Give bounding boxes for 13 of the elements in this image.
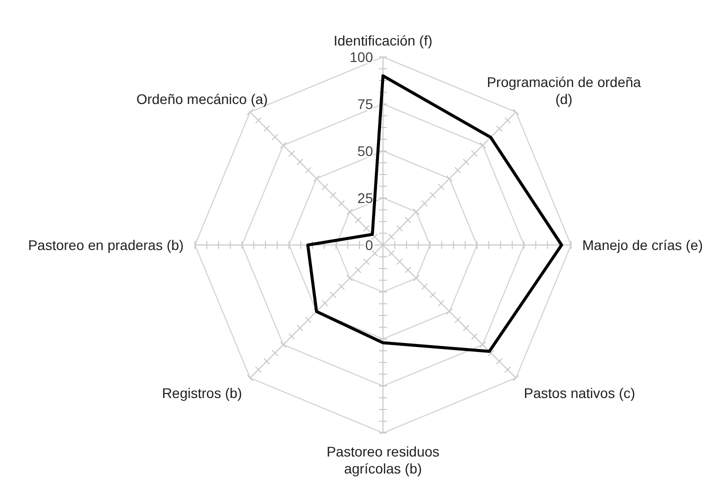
- spoke-label: Pastos nativos (c): [524, 384, 636, 401]
- spoke-label: Pastoreo en praderas (b): [28, 237, 184, 253]
- y-tick-label: 100: [350, 49, 374, 65]
- spoke-label: Manejo de crías (e): [582, 237, 703, 253]
- spoke-label: Identificación (f): [334, 32, 432, 49]
- y-tick-label: 0: [365, 237, 374, 253]
- y-tick-label: 50: [357, 143, 374, 159]
- spoke-label: Ordeño mecánico (a): [136, 91, 268, 108]
- spoke-label: Registros (b): [162, 384, 242, 401]
- spoke-label: Programación de ordeña (d): [486, 74, 642, 108]
- y-tick-label: 25: [357, 190, 374, 206]
- y-tick-label: 75: [357, 96, 374, 112]
- spoke-label: Pastoreo residuos agrícolas (b): [326, 443, 440, 476]
